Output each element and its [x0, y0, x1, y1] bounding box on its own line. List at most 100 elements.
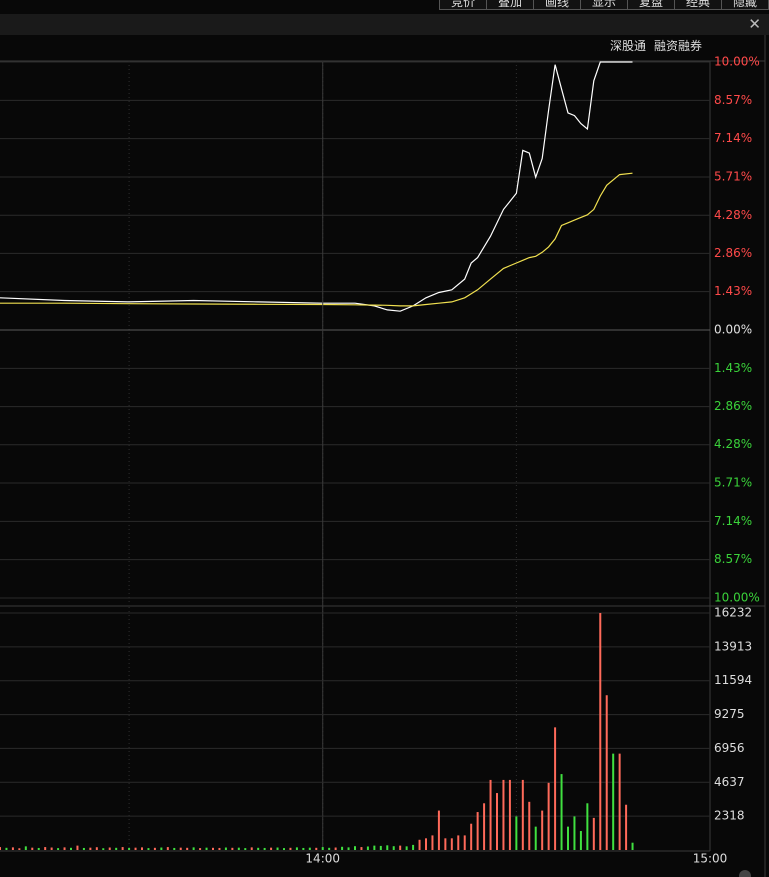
y-tick-label: 6956 — [714, 741, 745, 755]
volume-bar — [0, 847, 1, 850]
volume-bar — [173, 847, 176, 850]
volume-bar — [295, 847, 298, 850]
volume-bar — [437, 810, 440, 850]
volume-bar — [128, 847, 131, 850]
volume-bar — [270, 847, 273, 850]
volume-bar — [205, 847, 208, 850]
volume-bar — [76, 845, 79, 850]
y-tick-label: 10.00% — [714, 55, 760, 69]
y-tick-label: 10.00% — [714, 591, 760, 605]
volume-bar — [321, 847, 324, 850]
volume-bar — [44, 847, 47, 850]
volume-bar — [231, 847, 234, 850]
volume-bar — [95, 847, 98, 850]
y-tick-label: 2318 — [714, 809, 745, 823]
volume-bar — [618, 753, 621, 850]
volume-bar — [289, 847, 292, 850]
volume-bar — [554, 727, 557, 850]
y-tick-label: 4.28% — [714, 208, 752, 222]
y-tick-label: 1.43% — [714, 284, 752, 298]
volume-bar — [199, 848, 202, 850]
volume-bar — [534, 826, 537, 850]
y-tick-label: 4.28% — [714, 437, 752, 451]
volume-bar — [212, 847, 214, 850]
volume-bar — [147, 848, 150, 850]
volume-bar — [82, 847, 85, 850]
volume-bar — [186, 847, 189, 850]
volume-bar — [244, 848, 247, 850]
y-tick-label: 16232 — [714, 606, 752, 620]
volume-bar — [31, 847, 34, 850]
volume-bar — [489, 779, 492, 850]
volume-bar — [567, 826, 569, 850]
volume-bar — [373, 845, 376, 850]
volume-bar — [450, 838, 453, 850]
volume-bar — [528, 801, 531, 850]
volume-bar — [250, 847, 253, 850]
volume-bar — [547, 782, 550, 850]
y-tick-label: 2.86% — [714, 399, 752, 413]
close-button[interactable]: ✕ — [748, 15, 761, 33]
y-tick-label: 8.57% — [714, 552, 752, 566]
volume-bar — [328, 847, 331, 850]
link[interactable]: 深股通 — [610, 39, 647, 53]
y-tick-label: 0.00% — [714, 323, 752, 337]
volume-bar — [302, 847, 305, 850]
volume-bar — [70, 847, 72, 850]
links: 深股通 融资融券 — [610, 37, 710, 54]
y-tick-label: 8.57% — [714, 93, 752, 107]
volume-bar — [412, 844, 415, 850]
volume-bar — [192, 847, 195, 850]
y-tick-label: 7.14% — [714, 131, 752, 145]
volume-bar — [625, 804, 628, 850]
volume-bar — [347, 847, 350, 850]
volume-bar — [425, 838, 427, 850]
volume-bar — [224, 847, 227, 850]
volume-bar — [141, 847, 143, 850]
volume-bar — [315, 847, 318, 850]
y-tick-label: 7.14% — [714, 514, 752, 528]
volume-bar — [63, 847, 66, 850]
volume-bar — [89, 847, 92, 850]
volume-bar — [521, 779, 524, 850]
volume-bar — [599, 613, 602, 850]
volume-bar — [483, 803, 486, 850]
volume-bar — [263, 847, 266, 850]
volume-bar — [431, 835, 434, 850]
volume-bar — [366, 846, 369, 850]
volume-bar — [50, 847, 53, 850]
volume-bar — [115, 847, 118, 850]
volume-bar — [541, 810, 544, 850]
volume-bar — [573, 816, 576, 850]
volume-bar — [24, 846, 27, 850]
y-tick-label: 5.71% — [714, 169, 752, 183]
volume-bar — [457, 835, 460, 850]
volume-bar — [166, 847, 169, 850]
volume-bar — [386, 845, 389, 850]
volume-bar — [308, 847, 311, 850]
status-icon — [739, 870, 751, 877]
volume-bar — [592, 817, 595, 850]
y-tick-label: 11594 — [714, 673, 752, 687]
y-tick-label: 4637 — [714, 775, 745, 789]
volume-bar — [121, 847, 124, 850]
volume-bar — [57, 848, 60, 850]
volume-bar — [283, 848, 285, 850]
volume-bar — [605, 695, 608, 850]
x-tick-label: 14:00 — [305, 852, 340, 866]
volume-bar — [18, 848, 21, 850]
price-line — [0, 61, 633, 312]
volume-bar — [5, 847, 8, 850]
volume-bar — [341, 846, 344, 850]
link[interactable]: 融资融券 — [654, 39, 703, 53]
volume-bar — [276, 847, 279, 850]
volume-bar — [102, 848, 105, 850]
volume-bar — [360, 847, 363, 850]
volume-bar — [37, 847, 40, 850]
volume-bar — [218, 847, 221, 850]
volume-bar — [444, 838, 447, 850]
y-tick-label: 13913 — [714, 639, 752, 653]
volume-bar — [405, 846, 408, 850]
